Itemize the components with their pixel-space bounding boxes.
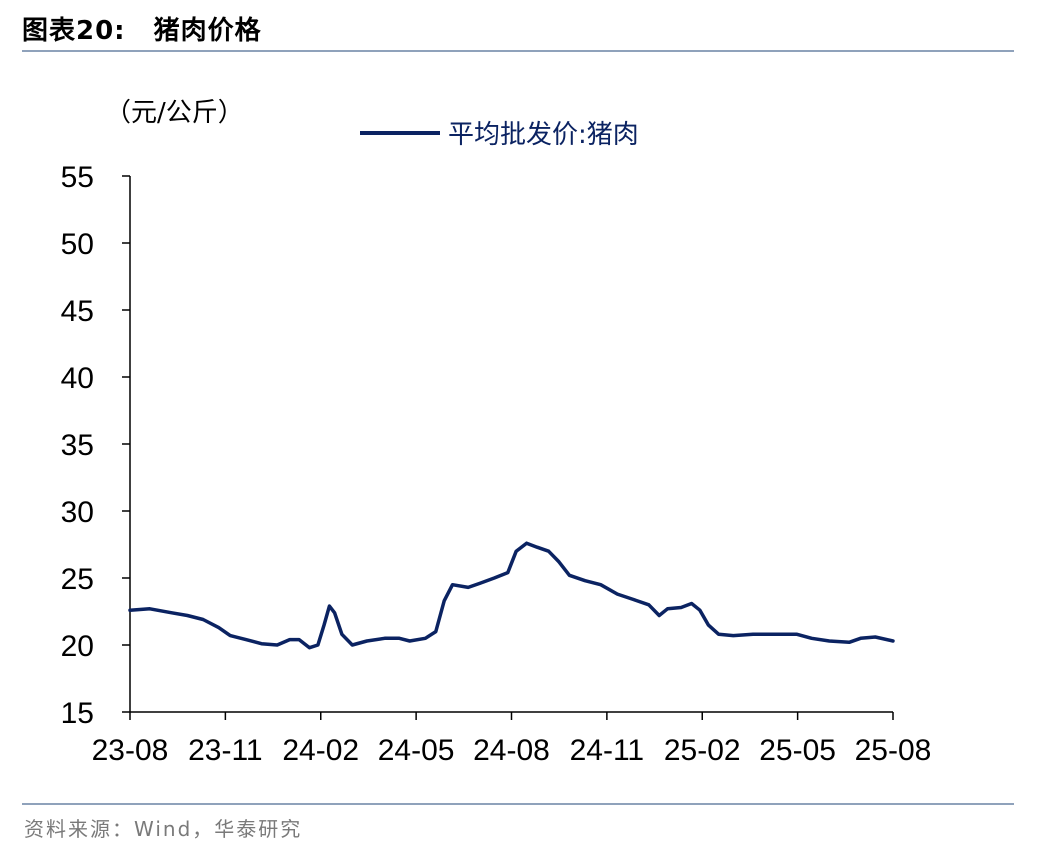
y-tick-label: 35 xyxy=(61,429,94,462)
x-tick-label: 23-08 xyxy=(92,734,169,767)
series-line-pork-price xyxy=(128,541,895,650)
source-note: 资料来源：Wind，华泰研究 xyxy=(24,817,303,841)
y-tick-label: 25 xyxy=(61,563,94,596)
y-tick-label: 20 xyxy=(61,630,94,663)
footer-divider xyxy=(22,803,1014,805)
x-tick-label: 24-02 xyxy=(282,734,359,767)
chart-legend: 平均批发价:猪肉 xyxy=(360,114,639,151)
y-tick-label: 45 xyxy=(61,295,94,328)
y-tick-label: 30 xyxy=(61,496,94,529)
legend-swatch xyxy=(360,130,440,135)
x-tick-label: 24-05 xyxy=(378,734,455,767)
x-tick-label: 25-05 xyxy=(759,734,836,767)
x-tick-label: 23-11 xyxy=(188,734,263,767)
y-tick-label: 55 xyxy=(61,161,94,194)
x-tick-label: 24-11 xyxy=(570,734,645,767)
figure-number: 图表20: xyxy=(22,16,126,46)
y-tick-label: 15 xyxy=(61,697,94,730)
title-divider xyxy=(22,50,1014,52)
x-tick-label: 25-02 xyxy=(664,734,741,767)
figure-title: 图表20: 猪肉价格 xyxy=(22,10,262,47)
figure-title-text: 猪肉价格 xyxy=(153,16,262,46)
x-tick-label: 25-08 xyxy=(855,734,932,767)
legend-label: 平均批发价:猪肉 xyxy=(448,120,639,150)
x-tick-label: 24-08 xyxy=(473,734,550,767)
y-tick-label: 50 xyxy=(61,228,94,261)
y-axis-unit-label: （元/公斤） xyxy=(105,98,244,128)
y-tick-label: 40 xyxy=(61,362,94,395)
